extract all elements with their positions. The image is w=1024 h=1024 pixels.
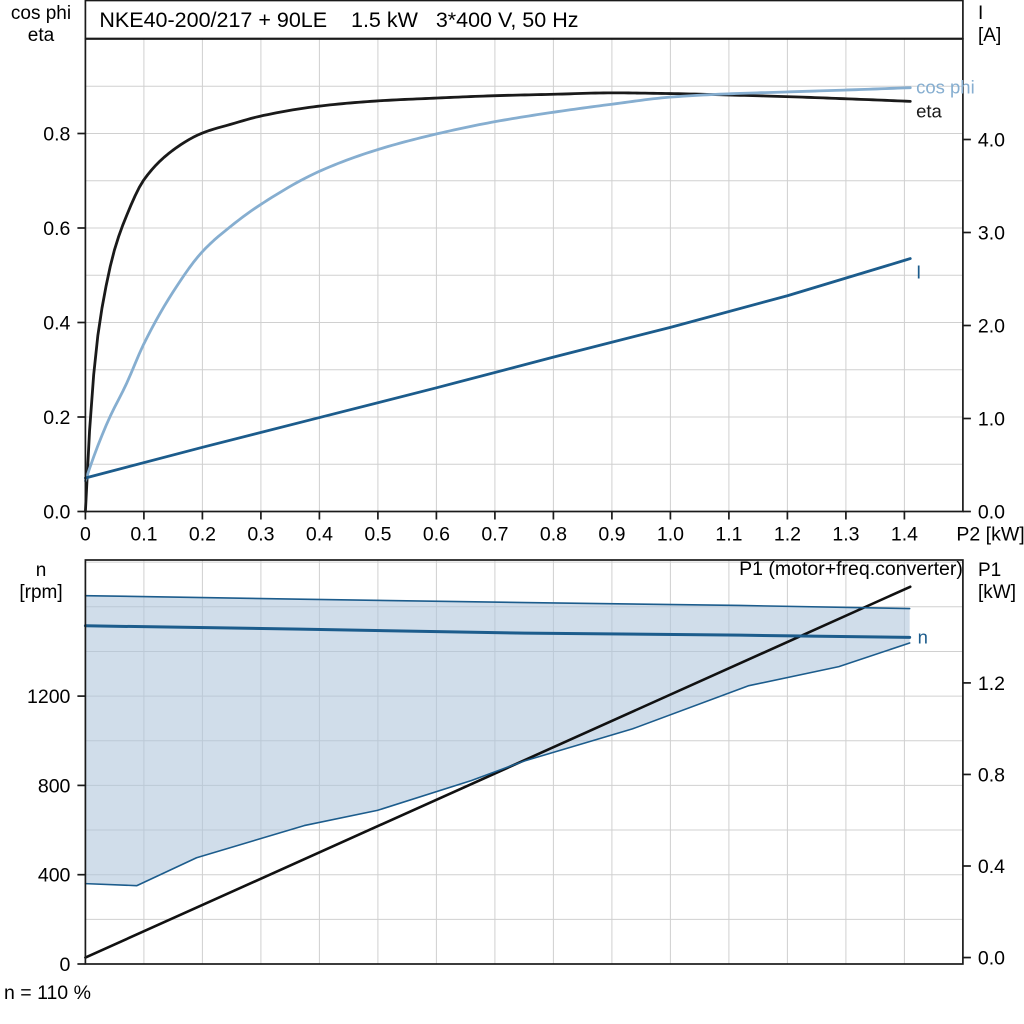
svg-text:NKE40-200/217 + 90LE 1.5 kW: NKE40-200/217 + 90LE 1.5 kW 3*400 V, 50 … [99, 8, 578, 32]
svg-text:2.0: 2.0 [978, 316, 1005, 338]
svg-text:0: 0 [60, 954, 71, 976]
svg-text:0.0: 0.0 [43, 502, 70, 524]
svg-text:0.6: 0.6 [423, 524, 450, 546]
svg-text:0.9: 0.9 [598, 524, 625, 546]
svg-text:0.8: 0.8 [43, 124, 70, 146]
svg-text:0.4: 0.4 [978, 856, 1005, 878]
svg-text:1.2: 1.2 [774, 524, 801, 546]
svg-text:1.0: 1.0 [978, 409, 1005, 431]
svg-text:0.7: 0.7 [481, 524, 508, 546]
svg-text:4.0: 4.0 [978, 130, 1005, 152]
svg-text:0.2: 0.2 [43, 407, 70, 429]
svg-text:1.4: 1.4 [891, 524, 918, 546]
svg-text:1.0: 1.0 [657, 524, 684, 546]
svg-text:3.0: 3.0 [978, 223, 1005, 245]
svg-text:I: I [916, 261, 921, 282]
svg-text:0.2: 0.2 [189, 524, 216, 546]
svg-text:0.4: 0.4 [43, 313, 70, 335]
svg-text:800: 800 [38, 775, 71, 797]
svg-text:0.0: 0.0 [978, 502, 1005, 524]
svg-text:0.8: 0.8 [978, 764, 1005, 786]
svg-text:0.1: 0.1 [130, 524, 157, 546]
svg-text:n: n [918, 626, 928, 647]
svg-text:1200: 1200 [27, 686, 71, 708]
svg-text:1.2: 1.2 [978, 673, 1005, 695]
svg-text:P2 [kW]: P2 [kW] [956, 524, 1024, 546]
svg-text:eta: eta [916, 100, 942, 121]
svg-text:1.3: 1.3 [832, 524, 859, 546]
svg-text:0.6: 0.6 [43, 218, 70, 240]
svg-text:P1 (motor+freq.converter): P1 (motor+freq.converter) [739, 558, 963, 580]
svg-text:0.4: 0.4 [306, 524, 333, 546]
svg-text:0: 0 [80, 524, 91, 546]
svg-text:0.3: 0.3 [247, 524, 274, 546]
svg-text:0.0: 0.0 [978, 948, 1005, 970]
svg-text:cos phi: cos phi [916, 77, 975, 98]
svg-text:1.1: 1.1 [715, 524, 742, 546]
svg-text:0.8: 0.8 [540, 524, 567, 546]
svg-text:0.5: 0.5 [364, 524, 391, 546]
svg-text:400: 400 [38, 865, 71, 887]
